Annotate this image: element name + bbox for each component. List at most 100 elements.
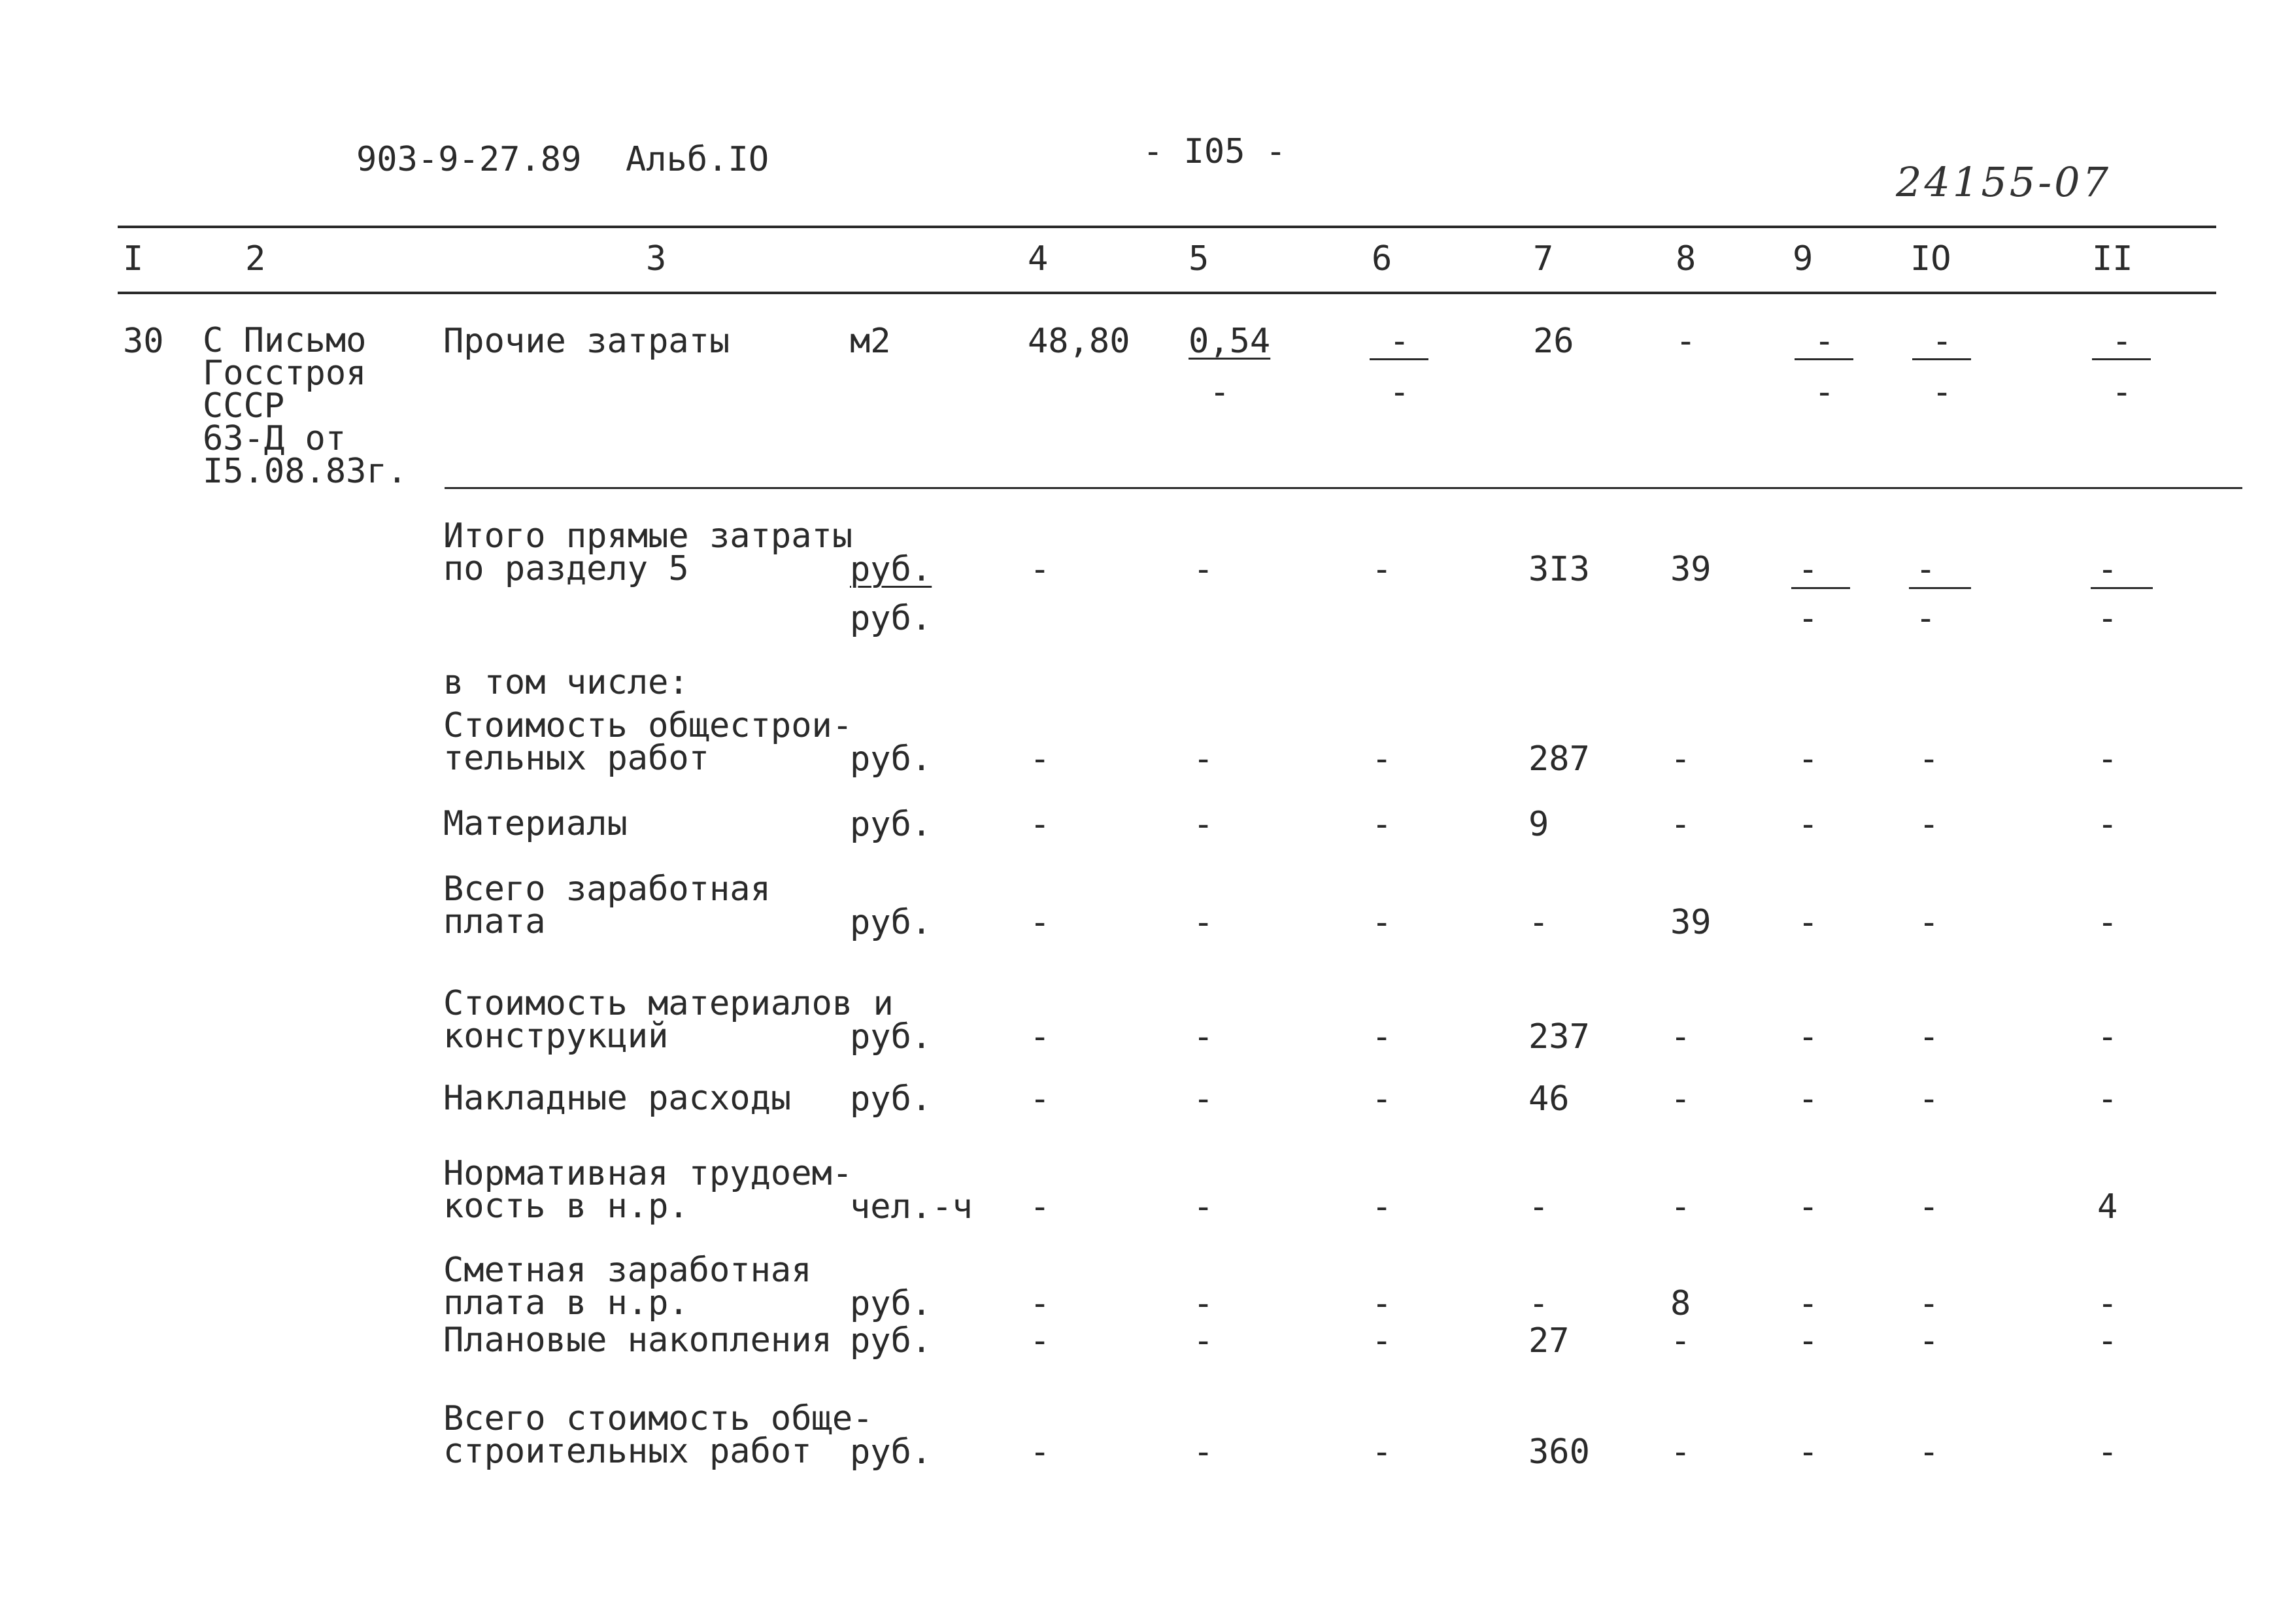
- item-col11: -: [2112, 322, 2133, 361]
- col-header-2: 2: [245, 239, 266, 279]
- row-c11-cell: -: [2097, 1432, 2118, 1472]
- row-label: Стоимость общестрои- тельных работ: [443, 706, 853, 778]
- row-c5-cell: -: [1193, 805, 1214, 844]
- item-col6: -: [1389, 322, 1410, 361]
- row-c9-cell: -: [1798, 1321, 1819, 1361]
- item-col5-lower: -: [1209, 373, 1230, 412]
- total-col4: -: [1030, 550, 1051, 589]
- row-c9-cell: -: [1798, 805, 1819, 844]
- row-unit: руб.: [850, 1079, 932, 1119]
- row-unit: руб.: [850, 1321, 932, 1361]
- row-c5-cell: -: [1193, 1187, 1214, 1226]
- row-c7-cell: 360: [1528, 1432, 1590, 1472]
- total-col9-lower: -: [1798, 599, 1819, 638]
- row-c9-cell: -: [1798, 1284, 1819, 1323]
- total-col8: 39: [1670, 550, 1712, 589]
- row-c7-cell: 9: [1528, 805, 1549, 844]
- col-header-6: 6: [1372, 239, 1392, 279]
- total-unit-lower: руб.: [850, 599, 932, 638]
- row-c4-cell: -: [1030, 1079, 1051, 1119]
- row-c8-cell: -: [1670, 1321, 1691, 1361]
- row-c11-cell: -: [2097, 903, 2118, 942]
- row-c10-cell: -: [1919, 1284, 1940, 1323]
- row-label: Плановые накопления: [443, 1321, 832, 1360]
- col-header-3: 3: [646, 239, 667, 279]
- including-label: в том числе:: [443, 663, 689, 702]
- row-c9-cell: -: [1798, 1432, 1819, 1472]
- item-col9: -: [1814, 322, 1835, 361]
- row-c8-cell: 39: [1670, 903, 1712, 942]
- item-col6-lower: -: [1389, 373, 1410, 412]
- row-unit: руб.: [850, 903, 932, 942]
- col-header-7: 7: [1533, 239, 1554, 279]
- row-c11-cell: -: [2097, 1284, 2118, 1323]
- row-c11-cell: -: [2097, 1079, 2118, 1119]
- row-label: Стоимость материалов и конструкций: [443, 984, 894, 1056]
- item-col10-lower: -: [1932, 373, 1953, 412]
- total-unit: руб.: [850, 550, 932, 589]
- row-c8-cell: -: [1670, 805, 1691, 844]
- row-c9-cell: -: [1798, 1187, 1819, 1226]
- row-unit: руб.: [850, 1017, 932, 1057]
- row-c5-cell: -: [1193, 1432, 1214, 1472]
- row-c10-cell: -: [1919, 903, 1940, 942]
- total-col5: -: [1193, 550, 1214, 589]
- col-header-9: 9: [1793, 239, 1813, 279]
- row-c9-cell: -: [1798, 739, 1819, 779]
- item-col9-lower: -: [1814, 373, 1835, 412]
- row-c8-cell: -: [1670, 1432, 1691, 1472]
- row-unit: руб.: [850, 805, 932, 844]
- row-c11-cell: 4: [2097, 1187, 2118, 1226]
- total-col11-fraction-bar: [2091, 587, 2153, 589]
- row-label: Накладные расходы: [443, 1079, 792, 1118]
- item-col11-fraction-bar: [2092, 358, 2151, 360]
- item-unit: м2: [850, 322, 891, 361]
- row-c4-cell: -: [1030, 805, 1051, 844]
- item-col11-lower: -: [2112, 373, 2133, 412]
- total-col11-lower: -: [2097, 599, 2118, 638]
- row-unit: руб.: [850, 1284, 932, 1323]
- row-c9-cell: -: [1798, 1017, 1819, 1057]
- row-c6-cell: -: [1372, 805, 1392, 844]
- row-c7-cell: -: [1528, 903, 1549, 942]
- row-unit: руб.: [850, 739, 932, 779]
- row-c4-cell: -: [1030, 1321, 1051, 1361]
- row-c5-cell: -: [1193, 739, 1214, 779]
- row-c8-cell: 8: [1670, 1284, 1691, 1323]
- total-col11: -: [2097, 550, 2118, 589]
- row-c7-cell: 46: [1528, 1079, 1570, 1119]
- row-c6-cell: -: [1372, 1432, 1392, 1472]
- row-c8-cell: -: [1670, 739, 1691, 779]
- doc-code: 903-9-27.89: [356, 140, 582, 179]
- total-col10-lower: -: [1915, 599, 1936, 638]
- col-header-1: I: [123, 239, 144, 279]
- row-label: Сметная заработная плата в н.р.: [443, 1251, 812, 1323]
- col-header-10: IO: [1910, 239, 1951, 279]
- item-col7: 26: [1533, 322, 1574, 361]
- row-label: Нормативная трудоем- кость в н.р.: [443, 1154, 853, 1226]
- row-c6-cell: -: [1372, 1079, 1392, 1119]
- total-col9-fraction-bar: [1791, 587, 1850, 589]
- row-c10-cell: -: [1919, 739, 1940, 779]
- row-c7-cell: 237: [1528, 1017, 1590, 1057]
- row-c11-cell: -: [2097, 739, 2118, 779]
- row-unit: руб.: [850, 1432, 932, 1472]
- row-c6-cell: -: [1372, 1187, 1392, 1226]
- row-c5-cell: -: [1193, 1017, 1214, 1057]
- handwritten-number: 24155-07: [1896, 158, 2112, 206]
- item-col10: -: [1932, 322, 1953, 361]
- row-c5-cell: -: [1193, 903, 1214, 942]
- row-c5-cell: -: [1193, 1079, 1214, 1119]
- row-c10-cell: -: [1919, 1187, 1940, 1226]
- row-c4-cell: -: [1030, 1187, 1051, 1226]
- row-c4-cell: -: [1030, 903, 1051, 942]
- total-col6: -: [1372, 550, 1392, 589]
- row-c10-cell: -: [1919, 1017, 1940, 1057]
- row-c4-cell: -: [1030, 1017, 1051, 1057]
- row-c8-cell: -: [1670, 1187, 1691, 1226]
- item-col9-fraction-bar: [1795, 358, 1853, 360]
- header-bottom-rule: [118, 292, 2216, 294]
- row-c9-cell: -: [1798, 1079, 1819, 1119]
- item-basis: С Письмо Госстроя СССР 63-Д от I5.08.83г…: [203, 321, 408, 491]
- row-c5-cell: -: [1193, 1284, 1214, 1323]
